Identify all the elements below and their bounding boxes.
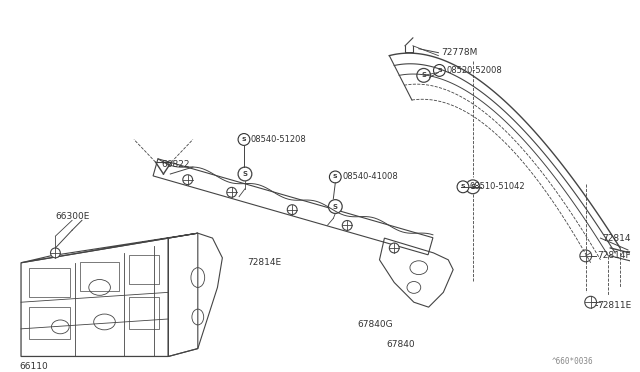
Circle shape <box>433 64 445 76</box>
Text: 08520-52008: 08520-52008 <box>446 66 502 75</box>
Text: 08540-41008: 08540-41008 <box>342 173 398 182</box>
Text: S: S <box>243 171 248 177</box>
Text: S: S <box>333 174 338 179</box>
Text: 67840: 67840 <box>387 340 415 349</box>
Circle shape <box>389 243 399 253</box>
Text: 72811E: 72811E <box>598 301 632 310</box>
Circle shape <box>238 134 250 145</box>
Text: S: S <box>333 203 338 209</box>
Text: 66110: 66110 <box>19 362 48 371</box>
Circle shape <box>227 187 237 197</box>
Bar <box>80 262 119 291</box>
Bar <box>129 255 159 285</box>
Text: 72814E: 72814E <box>247 258 281 267</box>
Circle shape <box>238 167 252 181</box>
Text: S: S <box>421 73 426 78</box>
Text: S: S <box>242 137 246 142</box>
Text: S: S <box>461 184 465 189</box>
Circle shape <box>287 205 297 215</box>
Text: S: S <box>470 184 476 190</box>
Bar <box>29 268 70 297</box>
Circle shape <box>183 175 193 185</box>
Text: 08540-51208: 08540-51208 <box>251 135 307 144</box>
Circle shape <box>342 221 352 230</box>
Text: 72814: 72814 <box>602 234 631 243</box>
Text: 72778M: 72778M <box>442 48 477 57</box>
Circle shape <box>330 171 341 183</box>
Circle shape <box>580 250 591 262</box>
Text: 66300E: 66300E <box>56 212 90 221</box>
Text: 66822: 66822 <box>161 160 190 169</box>
Circle shape <box>457 181 469 193</box>
Circle shape <box>417 68 431 82</box>
Circle shape <box>585 296 596 308</box>
Bar <box>29 307 70 339</box>
Circle shape <box>466 180 479 194</box>
Text: ^660*0036: ^660*0036 <box>552 357 593 366</box>
Text: 67840G: 67840G <box>357 320 392 329</box>
Text: 72814F: 72814F <box>598 251 631 260</box>
Circle shape <box>328 200 342 214</box>
Text: S: S <box>437 68 442 73</box>
Bar <box>129 297 159 329</box>
Text: 08510-51042: 08510-51042 <box>470 182 525 191</box>
Circle shape <box>51 248 60 258</box>
